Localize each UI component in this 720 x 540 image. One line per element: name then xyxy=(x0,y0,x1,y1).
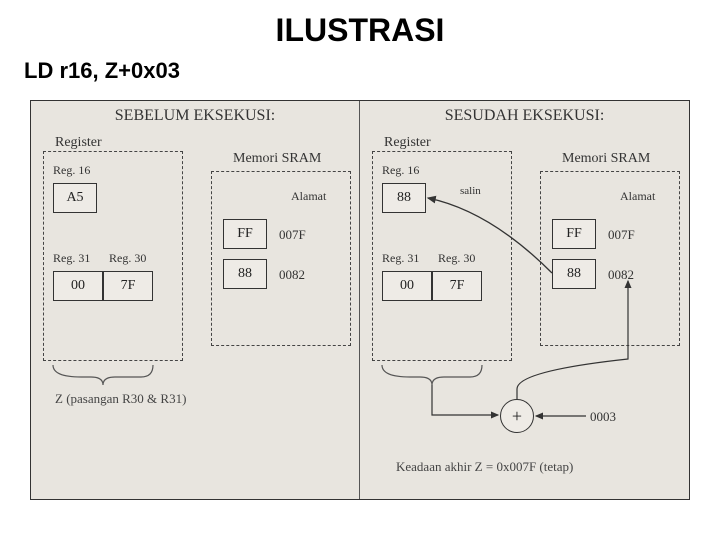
register-label-left: Register xyxy=(55,135,102,151)
z-label-left: Z (pasangan R30 & R31) xyxy=(55,391,186,407)
reg31-cell-left: 00 xyxy=(53,271,103,301)
offset-label: 0003 xyxy=(590,409,616,425)
plus-node: + xyxy=(500,399,534,433)
illustration-figure: SEBELUM EKSEKUSI: Register Reg. 16 A5 Re… xyxy=(30,100,690,500)
mem1-addr-left: 0082 xyxy=(279,267,305,283)
mem0-cell-left: FF xyxy=(223,219,267,249)
reg31-cell-right: 00 xyxy=(382,271,432,301)
reg31-label-left: Reg. 31 xyxy=(53,251,90,266)
page-title: ILUSTRASI xyxy=(0,12,720,49)
mem0-cell-right: FF xyxy=(552,219,596,249)
register-label-right: Register xyxy=(384,135,431,151)
before-title: SEBELUM EKSEKUSI: xyxy=(31,107,359,125)
final-z-label: Keadaan akhir Z = 0x007F (tetap) xyxy=(396,459,573,475)
reg16-cell-left: A5 xyxy=(53,183,97,213)
mem1-addr-right: 0082 xyxy=(608,267,634,283)
reg30-cell-right: 7F xyxy=(432,271,482,301)
reg30-cell-left: 7F xyxy=(103,271,153,301)
mem1-cell-right: 88 xyxy=(552,259,596,289)
salin-label: salin xyxy=(460,185,481,197)
mem1-cell-left: 88 xyxy=(223,259,267,289)
before-panel: SEBELUM EKSEKUSI: Register Reg. 16 A5 Re… xyxy=(31,101,360,499)
reg16-label-left: Reg. 16 xyxy=(53,163,90,178)
after-panel: SESUDAH EKSEKUSI: Register Reg. 16 88 sa… xyxy=(360,101,689,499)
instruction-subtitle: LD r16, Z+0x03 xyxy=(24,58,180,84)
reg16-cell-right: 88 xyxy=(382,183,426,213)
reg31-label-right: Reg. 31 xyxy=(382,251,419,266)
memori-label-right: Memori SRAM xyxy=(562,151,650,167)
alamat-label-left: Alamat xyxy=(291,189,326,204)
reg30-label-right: Reg. 30 xyxy=(438,251,475,266)
alamat-label-right: Alamat xyxy=(620,189,655,204)
mem0-addr-left: 007F xyxy=(279,227,306,243)
mem0-addr-right: 007F xyxy=(608,227,635,243)
memori-label-left: Memori SRAM xyxy=(233,151,321,167)
after-title: SESUDAH EKSEKUSI: xyxy=(360,107,689,125)
reg16-label-right: Reg. 16 xyxy=(382,163,419,178)
reg30-label-left: Reg. 30 xyxy=(109,251,146,266)
